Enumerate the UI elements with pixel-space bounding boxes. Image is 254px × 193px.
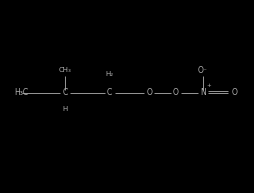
Text: H₃C: H₃C: [14, 88, 28, 97]
Text: O: O: [172, 88, 178, 97]
Text: O⁻: O⁻: [197, 66, 207, 75]
Text: C: C: [62, 88, 67, 97]
Text: N: N: [199, 88, 205, 97]
Text: +: +: [205, 83, 210, 88]
Text: H₂: H₂: [105, 71, 113, 77]
Text: O: O: [231, 88, 237, 97]
Text: O: O: [146, 88, 152, 97]
Text: C: C: [107, 88, 112, 97]
Text: CH₃: CH₃: [58, 67, 71, 74]
Text: H: H: [62, 106, 67, 112]
